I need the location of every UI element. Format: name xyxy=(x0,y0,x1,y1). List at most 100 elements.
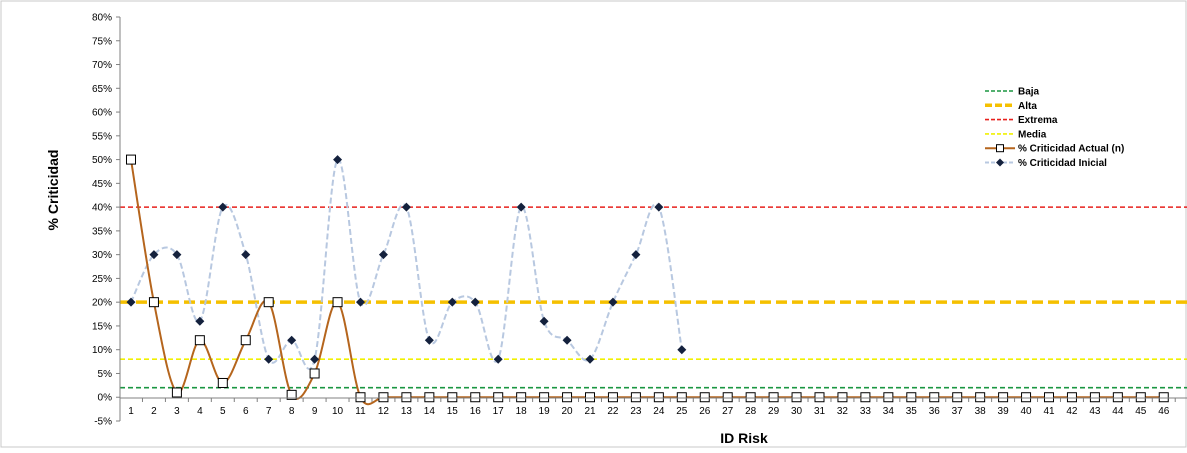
x-tick-label: 46 xyxy=(1158,406,1170,417)
marker-criticidad-inicial xyxy=(195,316,205,326)
marker-criticidad-inicial xyxy=(608,297,618,307)
x-tick-label: 10 xyxy=(332,406,344,417)
y-tick-label: 75% xyxy=(92,36,112,47)
x-tick-label: 11 xyxy=(355,406,366,417)
y-tick-label: 70% xyxy=(92,60,112,71)
marker-criticidad-actual xyxy=(607,392,618,403)
y-tick-label: 5% xyxy=(98,369,113,380)
marker-criticidad-actual xyxy=(332,297,343,308)
legend-label: Baja xyxy=(1018,87,1040,98)
marker-criticidad-actual xyxy=(998,392,1009,403)
legend-label: Extrema xyxy=(1018,115,1058,126)
x-tick-label: 1 xyxy=(128,406,134,417)
y-tick-label: 10% xyxy=(92,345,112,356)
y-tick-label: 30% xyxy=(92,250,112,261)
x-tick-label: 13 xyxy=(401,406,413,417)
y-tick-label: 65% xyxy=(92,84,112,95)
x-tick-label: 26 xyxy=(699,406,711,417)
legend-swatch-marker xyxy=(996,158,1004,167)
x-tick-label: 43 xyxy=(1089,406,1101,417)
marker-criticidad-actual xyxy=(194,335,205,346)
y-tick-label: 45% xyxy=(92,179,112,190)
x-tick-label: 30 xyxy=(791,406,803,417)
x-tick-label: 35 xyxy=(906,406,918,417)
y-tick-label: 50% xyxy=(92,155,112,166)
x-tick-label: 18 xyxy=(516,406,528,417)
marker-criticidad-actual xyxy=(470,392,481,403)
y-tick-label: 35% xyxy=(92,226,112,237)
x-tick-label: 40 xyxy=(1020,406,1032,417)
marker-criticidad-actual xyxy=(883,392,894,403)
marker-criticidad-actual xyxy=(378,392,389,403)
marker-criticidad-actual xyxy=(539,392,550,403)
marker-criticidad-actual xyxy=(699,392,710,403)
y-axis-title: % Criticidad xyxy=(45,150,61,231)
marker-criticidad-actual xyxy=(240,335,251,346)
x-tick-label: 15 xyxy=(447,406,459,417)
x-tick-label: 3 xyxy=(174,406,180,417)
x-tick-label: 31 xyxy=(814,406,826,417)
marker-criticidad-inicial xyxy=(401,202,411,212)
x-tick-label: 20 xyxy=(561,406,573,417)
x-tick-label: 41 xyxy=(1043,406,1055,417)
x-tick-label: 36 xyxy=(929,406,941,417)
x-tick-label: 8 xyxy=(289,406,295,417)
y-tick-label: 20% xyxy=(92,298,112,309)
marker-criticidad-actual xyxy=(1135,392,1146,403)
y-tick-label: 40% xyxy=(92,203,112,214)
marker-criticidad-inicial xyxy=(654,202,664,212)
x-tick-label: 23 xyxy=(630,406,642,417)
legend: Baja Alta Extrema Media % Criticidad Actual … xyxy=(985,87,1124,169)
marker-criticidad-actual xyxy=(676,392,687,403)
legend-label: % Criticidad Inicial xyxy=(1018,158,1107,169)
x-tick-label: 27 xyxy=(722,406,734,417)
marker-criticidad-inicial xyxy=(149,250,159,260)
marker-criticidad-actual xyxy=(585,392,595,403)
threshold-lines xyxy=(120,206,1187,389)
marker-criticidad-actual xyxy=(653,392,664,403)
marker-criticidad-inicial xyxy=(631,250,641,260)
marker-criticidad-actual xyxy=(860,392,871,403)
x-axis-title: ID Risk xyxy=(720,430,768,446)
y-tick-label: 0% xyxy=(98,393,113,404)
x-tick-label: 7 xyxy=(266,406,272,417)
x-tick-label: 24 xyxy=(653,406,665,417)
legend-swatch-marker xyxy=(996,144,1004,153)
marker-criticidad-actual xyxy=(493,392,504,403)
marker-criticidad-actual xyxy=(975,392,986,403)
x-axis-ticks: 1 2 3 4 5 6 7 8 9 10 11 12 13 14 15 16 17 18 19 20 21 22 23 24 2… xyxy=(128,398,1176,417)
marker-criticidad-actual xyxy=(791,392,802,403)
marker-criticidad-inicial xyxy=(470,297,480,307)
marker-criticidad-actual xyxy=(562,392,573,403)
x-tick-label: 16 xyxy=(470,406,482,417)
x-tick-label: 5 xyxy=(220,406,226,417)
marker-criticidad-inicial xyxy=(310,354,320,364)
marker-criticidad-actual xyxy=(1112,392,1123,403)
x-tick-label: 21 xyxy=(584,406,596,417)
marker-criticidad-actual xyxy=(516,392,527,403)
x-tick-label: 42 xyxy=(1066,406,1078,417)
marker-criticidad-inicial xyxy=(585,354,595,364)
marker-criticidad-actual xyxy=(171,387,182,398)
marker-criticidad-actual xyxy=(814,392,825,403)
marker-criticidad-inicial xyxy=(539,316,549,326)
marker-criticidad-inicial xyxy=(562,335,572,345)
marker-criticidad-actual xyxy=(126,154,136,165)
marker-criticidad-inicial xyxy=(447,297,457,307)
marker-criticidad-actual xyxy=(837,392,848,403)
marker-criticidad-actual xyxy=(148,297,159,308)
marker-criticidad-actual xyxy=(1021,392,1032,403)
marker-criticidad-inicial xyxy=(264,354,274,364)
x-tick-label: 37 xyxy=(952,406,964,417)
marker-criticidad-actual xyxy=(263,297,274,308)
marker-criticidad-inicial xyxy=(516,202,526,212)
x-tick-label: 33 xyxy=(860,406,872,417)
marker-criticidad-inicial xyxy=(493,354,503,364)
series-markers xyxy=(126,154,1169,403)
marker-criticidad-inicial xyxy=(126,297,136,307)
marker-criticidad-actual xyxy=(722,392,733,403)
marker-criticidad-actual xyxy=(929,392,940,403)
